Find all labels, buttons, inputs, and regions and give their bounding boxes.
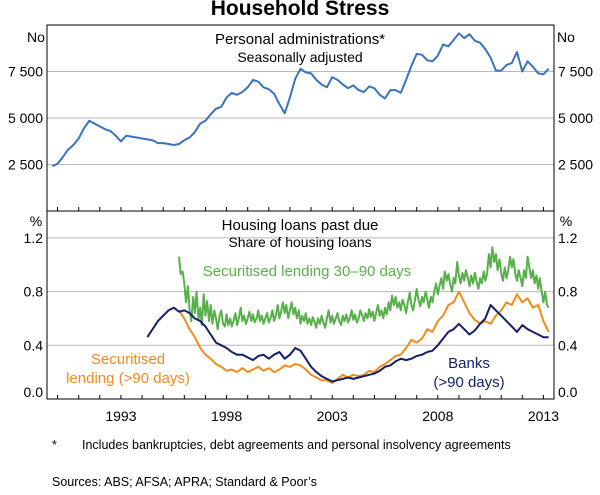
bottom-series-line-0 xyxy=(178,246,550,331)
bottom-y-tick-label-right: 1.2 xyxy=(558,230,578,246)
x-tick-label: 1998 xyxy=(211,408,242,424)
top-y-tick-label-left: 5 000 xyxy=(8,110,43,126)
sources: Sources: ABS; AFSA; APRA; Standard & Poo… xyxy=(52,475,317,489)
x-tick-label: 2013 xyxy=(528,408,559,424)
x-tick-label: 2008 xyxy=(422,408,453,424)
top-panel-title: Personal administrations* xyxy=(215,31,385,48)
bottom-panel-subtitle: Share of housing loans xyxy=(228,234,371,250)
top-panel-subtitle: Seasonally adjusted xyxy=(237,49,362,65)
x-tick-label: 1993 xyxy=(105,408,136,424)
top-unit-left: No xyxy=(27,29,45,45)
series-label-2: (>90 days) xyxy=(433,374,504,391)
series-label-1: Securitised xyxy=(91,351,165,368)
series-label-1: lending (>90 days) xyxy=(66,370,190,387)
bottom-y-tick-label-right: 0.0 xyxy=(558,384,578,400)
bottom-y-tick-label-left: 0.4 xyxy=(24,337,44,353)
top-y-tick-label-right: 7 500 xyxy=(558,64,593,80)
footnote: Includes bankruptcies, debt agreements a… xyxy=(82,438,511,452)
series-label-0: Securitised lending 30–90 days xyxy=(203,263,411,280)
top-y-tick-label-left: 2 500 xyxy=(8,157,43,173)
ticks-layer: 2 500 2 500 5 000 5 000 7 500 7 500 0.0 0.0 0.4 0… xyxy=(8,64,593,425)
top-series-line-0 xyxy=(51,32,550,168)
chart-title: Household Stress xyxy=(210,0,390,20)
bottom-y-tick-label-left: 1.2 xyxy=(24,230,44,246)
bottom-y-tick-label-right: 0.4 xyxy=(558,337,578,353)
bottom-y-tick-label-left: 0.0 xyxy=(24,384,44,400)
bottom-series-line-2 xyxy=(146,304,549,383)
bottom-y-tick-label-right: 0.8 xyxy=(558,284,578,300)
series-labels: Securitised lending 30–90 days Securitise… xyxy=(66,263,505,391)
x-tick-label: 2003 xyxy=(317,408,348,424)
bottom-unit-right: % xyxy=(560,213,572,229)
series-layer xyxy=(51,32,550,384)
bottom-panel-title: Housing loans past due xyxy=(222,217,379,234)
series-label-2: Banks xyxy=(448,355,490,372)
bottom-y-tick-label-left: 0.8 xyxy=(24,284,44,300)
grid-layer xyxy=(47,71,554,346)
top-y-tick-label-left: 7 500 xyxy=(8,64,43,80)
top-unit-right: No xyxy=(557,29,575,45)
top-y-tick-label-right: 5 000 xyxy=(558,110,593,126)
footnote-mark: * xyxy=(52,438,57,452)
bottom-unit-left: % xyxy=(30,213,42,229)
bottom-series-line-1 xyxy=(178,290,550,384)
bottom-panel-frame xyxy=(46,210,555,400)
top-y-tick-label-right: 2 500 xyxy=(558,157,593,173)
